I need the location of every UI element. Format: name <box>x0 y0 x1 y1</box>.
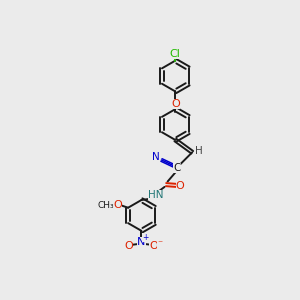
Text: O: O <box>149 241 158 251</box>
Text: +: + <box>142 233 148 242</box>
Text: Cl: Cl <box>170 49 181 59</box>
Text: O: O <box>113 200 122 210</box>
Text: ⁻: ⁻ <box>157 240 163 250</box>
Text: O: O <box>125 241 134 251</box>
Text: O: O <box>176 181 184 191</box>
Text: O: O <box>171 99 180 109</box>
Text: C: C <box>173 163 181 173</box>
Text: N: N <box>152 152 160 162</box>
Text: N: N <box>137 237 146 247</box>
Text: H: H <box>195 146 203 156</box>
Text: HN: HN <box>148 190 163 200</box>
Text: CH₃: CH₃ <box>98 201 114 210</box>
